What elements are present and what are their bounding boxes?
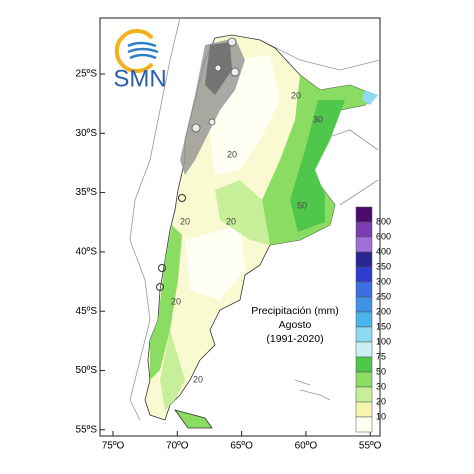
legend-label: 75	[376, 351, 386, 361]
legend-swatch	[355, 341, 373, 358]
legend-swatch	[355, 206, 373, 223]
legend-swatch	[355, 386, 373, 403]
legend-label: 50	[376, 366, 386, 376]
logo-text: SMN	[113, 65, 166, 92]
legend-swatch	[355, 236, 373, 253]
legend-swatch	[355, 416, 373, 433]
lon-tick-label: 55ºO	[359, 441, 382, 452]
legend-swatch	[355, 296, 373, 313]
legend-swatch	[355, 356, 373, 373]
legend-swatch	[355, 371, 373, 388]
wet-zone	[290, 100, 345, 232]
lon-tick-label: 60ºO	[295, 441, 318, 452]
stations	[191, 37, 240, 133]
title-line: (1991-2020)	[266, 333, 323, 345]
lon-tick-label: 70ºO	[166, 441, 189, 452]
andes-wet	[150, 225, 182, 380]
legend-label: 600	[376, 231, 391, 241]
andes-wet	[160, 330, 185, 410]
legend-swatch	[355, 266, 373, 283]
contour-label: 20	[227, 149, 237, 159]
lat-tick-label: 30ºS	[76, 128, 98, 139]
tierra-del-fuego	[174, 409, 213, 429]
legend-label: 100	[376, 336, 391, 346]
legend-label: 30	[376, 381, 386, 391]
legend-swatch	[355, 311, 373, 328]
lat-tick-label: 40ºS	[76, 247, 98, 258]
legend-swatch	[355, 221, 373, 238]
legend-label: 300	[376, 276, 391, 286]
legend-label: 250	[376, 291, 391, 301]
contour-label: 20	[193, 374, 203, 384]
contour-label: 20	[171, 296, 181, 306]
stations	[156, 194, 186, 291]
logo	[114, 29, 159, 73]
legend-label: 400	[376, 246, 391, 256]
title-line: Agosto	[279, 319, 312, 331]
map-title: Precipitación (mm) Agosto (1991-2020)	[251, 305, 339, 345]
contour-label: 20	[291, 90, 301, 100]
lat-tick-label: 55ºS	[76, 424, 98, 435]
lat-tick-label: 50ºS	[76, 365, 98, 376]
dry-zone	[185, 225, 245, 300]
legend-label: 800	[376, 216, 391, 226]
contour-label: 20	[226, 216, 236, 226]
legend-label: 150	[376, 321, 391, 331]
contour-label: 30	[313, 114, 323, 124]
lat-tick-label: 25ºS	[76, 69, 98, 80]
lat-tick-label: 35ºS	[76, 187, 98, 198]
humid-zone	[262, 75, 375, 245]
lon-tick-label: 75ºO	[102, 441, 125, 452]
wet-zone	[362, 90, 378, 105]
legend-label: 10	[376, 411, 386, 421]
legend-swatch	[355, 401, 373, 418]
legend-label: 200	[376, 306, 391, 316]
legend-label: 350	[376, 261, 391, 271]
legend-swatch	[355, 251, 373, 268]
transition-zone	[215, 180, 270, 245]
legend-swatch	[355, 281, 373, 298]
lon-tick-label: 65ºO	[230, 441, 253, 452]
legend-swatch	[355, 326, 373, 343]
title-line: Precipitación (mm)	[251, 305, 339, 317]
contour-label: 20	[180, 216, 190, 226]
contour-label: 50	[297, 200, 307, 210]
lat-tick-label: 45ºS	[76, 306, 98, 317]
legend-label: 20	[376, 396, 386, 406]
